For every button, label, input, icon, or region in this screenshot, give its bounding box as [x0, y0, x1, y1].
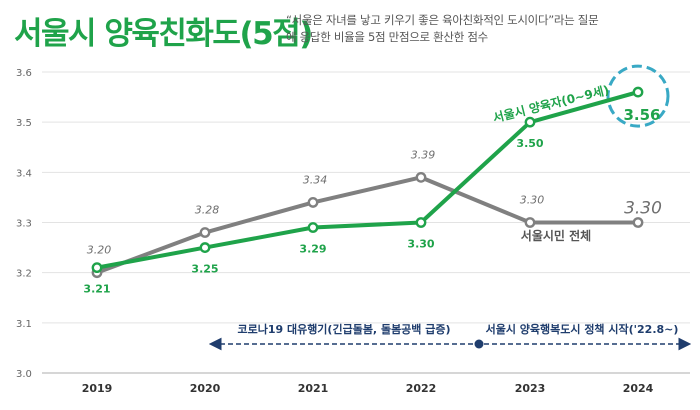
data-label: 3.20 — [87, 244, 112, 257]
data-point — [199, 227, 211, 238]
data-label: 3.34 — [303, 173, 328, 186]
y-tick-label: 3.3 — [16, 219, 32, 230]
x-tick-label: 2024 — [623, 382, 654, 395]
covid-period-label: 코로나19 대유행기(긴급돌봄, 돌봄공백 급증) — [237, 322, 450, 336]
x-tick-label: 2022 — [406, 382, 437, 395]
data-label: 3.30 — [520, 194, 545, 207]
data-point — [199, 242, 211, 253]
data-label: 3.25 — [191, 263, 218, 276]
series-group — [91, 64, 670, 279]
data-point — [415, 217, 427, 228]
data-point — [91, 262, 103, 274]
data-point — [632, 86, 644, 98]
policy-start-dot — [474, 339, 484, 349]
x-tick-label: 2023 — [515, 382, 546, 395]
data-label: 3.30 — [624, 199, 662, 219]
data-label: 3.28 — [195, 204, 220, 217]
data-point — [307, 197, 319, 208]
y-axis: 3.0 3.1 3.2 3.3 3.4 3.5 3.6 — [16, 68, 32, 380]
chart-title: 서울시 양육친화도(5점) — [14, 16, 313, 52]
y-tick-label: 3.0 — [16, 369, 32, 380]
x-tick-label: 2021 — [298, 382, 329, 395]
x-tick-label: 2019 — [82, 382, 113, 395]
y-tick-label: 3.4 — [16, 168, 32, 179]
series-line-citizens — [95, 175, 640, 275]
y-tick-label: 3.6 — [16, 68, 32, 79]
data-point — [632, 217, 644, 228]
x-tick-label: 2020 — [190, 382, 221, 395]
data-point — [524, 116, 536, 128]
data-label: 3.30 — [407, 238, 434, 251]
chart-subtitle: “서울은 자녀를 낳고 키우기 좋은 육아친화적인 도시이다”라는 질문에 응답… — [286, 13, 599, 44]
data-point — [524, 217, 536, 228]
data-label: 3.50 — [516, 137, 543, 150]
series-line-parents — [95, 90, 640, 270]
data-point — [307, 222, 319, 233]
highlight-circle — [606, 64, 670, 128]
y-tick-label: 3.2 — [16, 269, 32, 280]
data-point — [415, 171, 427, 183]
data-label: 3.29 — [299, 243, 326, 256]
y-tick-label: 3.1 — [16, 319, 32, 330]
data-label: 3.21 — [83, 283, 110, 296]
data-label: 3.39 — [411, 148, 436, 161]
policy-period-label: 서울시 양육행복도시 정책 시작('22.8~) — [486, 322, 679, 336]
annotations: 코로나19 대유행기(긴급돌봄, 돌봄공백 급증) 서울시 양육행복도시 정책 시… — [208, 322, 692, 351]
data-label: 3.56 — [623, 106, 660, 124]
x-axis: 2019 2020 2021 2022 2023 2024 — [82, 382, 654, 395]
y-tick-label: 3.5 — [16, 118, 32, 129]
series-name-citizens: 서울시민 전체 — [521, 228, 591, 243]
